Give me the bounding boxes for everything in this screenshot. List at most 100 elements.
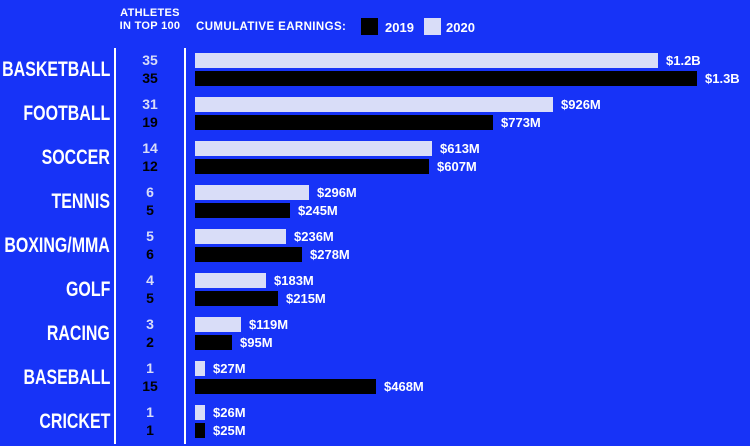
bar-row-2020: $296M <box>195 185 750 200</box>
bar-value-label-2019: $25M <box>213 423 246 438</box>
bar-2019 <box>195 115 493 130</box>
bar-value-label-2019: $215M <box>286 291 326 306</box>
bar-2020 <box>195 405 205 420</box>
bar-2020 <box>195 185 309 200</box>
bar-value-label-2020: $27M <box>213 361 246 376</box>
athlete-count-2020: 4 <box>146 272 154 288</box>
bar-chart: BASKETBALL 35 35 $1.2B $1.3B FOOTBALL 31 19 $926… <box>0 48 750 444</box>
bar-value-label-2020: $1.2B <box>666 53 701 68</box>
bar-2019 <box>195 291 278 306</box>
category-label: TENNIS <box>51 190 110 213</box>
legend-swatch-2020 <box>424 18 441 35</box>
bar-row-2019: $468M <box>195 379 750 394</box>
bar-group: $296M $245M <box>186 180 750 224</box>
bar-value-label-2020: $26M <box>213 405 246 420</box>
bar-row-2020: $183M <box>195 273 750 288</box>
bar-group: $236M $278M <box>186 224 750 268</box>
category-label: CRICKET <box>39 410 110 433</box>
chart-row: RACING 3 2 $119M $95M <box>0 312 750 356</box>
chart-row: FOOTBALL 31 19 $926M $773M <box>0 92 750 136</box>
category-label: RACING <box>47 322 110 345</box>
bar-value-label-2019: $95M <box>240 335 273 350</box>
athletes-header-line2: IN TOP 100 <box>119 20 181 32</box>
athletes-column-header: ATHLETES IN TOP 100 <box>111 7 189 33</box>
category-label-cell: FOOTBALL <box>0 92 114 136</box>
bar-2020 <box>195 141 432 156</box>
bar-row-2020: $236M <box>195 229 750 244</box>
bar-2020 <box>195 317 241 332</box>
bar-group: $613M $607M <box>186 136 750 180</box>
bar-2020 <box>195 229 286 244</box>
bar-value-label-2020: $296M <box>317 185 357 200</box>
bar-group: $26M $25M <box>186 400 750 444</box>
athlete-count-2020: 3 <box>146 316 154 332</box>
category-label: BOXING/MMA <box>4 234 110 257</box>
bar-2020 <box>195 53 658 68</box>
bar-value-label-2020: $183M <box>274 273 314 288</box>
bar-row-2019: $1.3B <box>195 71 750 86</box>
bar-group: $926M $773M <box>186 92 750 136</box>
bar-2020 <box>195 97 553 112</box>
legend-label-2020: 2020 <box>446 20 475 35</box>
bar-row-2020: $613M <box>195 141 750 156</box>
athlete-count-2019: 5 <box>146 202 154 218</box>
athlete-count-2019: 2 <box>146 334 154 350</box>
legend-swatch-2019 <box>361 18 378 35</box>
athlete-count-2020: 1 <box>146 404 154 420</box>
category-label: BASKETBALL <box>1 58 110 81</box>
category-label-cell: RACING <box>0 312 114 356</box>
category-label-cell: SOCCER <box>0 136 114 180</box>
bar-row-2020: $27M <box>195 361 750 376</box>
category-label: SOCCER <box>41 146 110 169</box>
chart-title: CUMULATIVE EARNINGS: <box>196 21 347 33</box>
athletes-header-line1: ATHLETES <box>120 7 180 19</box>
bar-row-2019: $25M <box>195 423 750 438</box>
bar-group: $27M $468M <box>186 356 750 400</box>
bar-2019 <box>195 423 205 438</box>
bar-row-2019: $215M <box>195 291 750 306</box>
bar-2019 <box>195 159 429 174</box>
bar-row-2019: $278M <box>195 247 750 262</box>
bar-2019 <box>195 203 290 218</box>
bar-value-label-2019: $1.3B <box>705 71 740 86</box>
bar-value-label-2019: $773M <box>501 115 541 130</box>
bar-row-2020: $1.2B <box>195 53 750 68</box>
bar-row-2020: $926M <box>195 97 750 112</box>
bar-value-label-2019: $278M <box>310 247 350 262</box>
bar-row-2019: $773M <box>195 115 750 130</box>
chart-row: SOCCER 14 12 $613M $607M <box>0 136 750 180</box>
athlete-count-2019: 15 <box>142 378 158 394</box>
athlete-count-2019: 5 <box>146 290 154 306</box>
athlete-count-2019: 12 <box>142 158 158 174</box>
bar-row-2020: $119M <box>195 317 750 332</box>
athlete-counts-cell: 35 35 <box>114 48 186 92</box>
athlete-count-2020: 31 <box>142 96 158 112</box>
category-label-cell: BASKETBALL <box>0 48 114 92</box>
bar-value-label-2019: $245M <box>298 203 338 218</box>
athlete-count-2019: 6 <box>146 246 154 262</box>
bar-row-2019: $245M <box>195 203 750 218</box>
athlete-count-2020: 5 <box>146 228 154 244</box>
bar-value-label-2019: $468M <box>384 379 424 394</box>
chart-row: BASKETBALL 35 35 $1.2B $1.3B <box>0 48 750 92</box>
athlete-count-2020: 6 <box>146 184 154 200</box>
athlete-count-2019: 1 <box>146 422 154 438</box>
chart-row: CRICKET 1 1 $26M $25M <box>0 400 750 444</box>
category-label-cell: CRICKET <box>0 400 114 444</box>
athlete-count-2020: 14 <box>142 140 158 156</box>
chart-row: BASEBALL 1 15 $27M $468M <box>0 356 750 400</box>
bar-value-label-2020: $236M <box>294 229 334 244</box>
category-label-cell: BOXING/MMA <box>0 224 114 268</box>
category-label-cell: BASEBALL <box>0 356 114 400</box>
chart-row: BOXING/MMA 5 6 $236M $278M <box>0 224 750 268</box>
athlete-count-2019: 35 <box>142 70 158 86</box>
bar-2019 <box>195 247 302 262</box>
athlete-counts-cell: 14 12 <box>114 136 186 180</box>
bar-row-2019: $607M <box>195 159 750 174</box>
bar-2019 <box>195 71 697 86</box>
athlete-counts-cell: 1 15 <box>114 356 186 400</box>
bar-group: $183M $215M <box>186 268 750 312</box>
